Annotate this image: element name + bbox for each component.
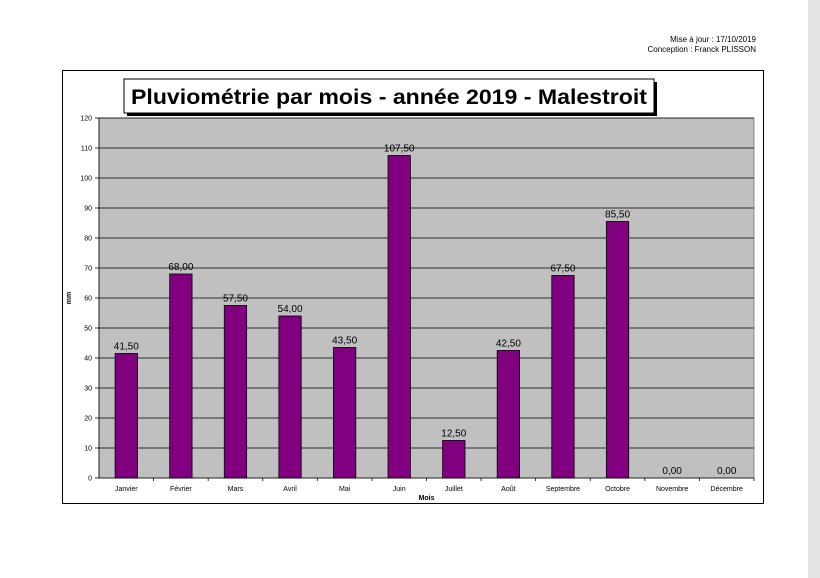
x-category-label: Décembre xyxy=(711,486,743,493)
y-tick-label: 30 xyxy=(84,386,92,393)
axes: 0 10 20 30 40 50 60 70 80 90 100 110 120 Janvier Févri… xyxy=(80,116,755,493)
value-label: 0,00 xyxy=(717,466,737,477)
bar-1 xyxy=(169,273,193,479)
y-tick-label: 70 xyxy=(84,266,92,273)
value-label: 0,00 xyxy=(662,466,682,477)
value-label: 12,50 xyxy=(441,429,466,440)
value-label: 57,50 xyxy=(223,294,248,305)
bar-5 xyxy=(387,155,411,479)
y-tick-label: 0 xyxy=(88,476,92,483)
rainfall-bar-chart: 41,50 68,00 57,50 54,00 43,50 107,50 12,50 42,5… xyxy=(66,78,755,502)
y-axis-title: mm xyxy=(66,292,73,304)
bar-6 xyxy=(442,440,466,479)
x-axis-title: Mois xyxy=(419,495,435,502)
x-category-label: Mars xyxy=(228,486,244,493)
bars xyxy=(114,155,630,479)
x-category-label: Avril xyxy=(283,486,297,493)
x-category-label: Février xyxy=(170,486,192,493)
y-tick-label: 110 xyxy=(81,146,92,153)
page-gutter xyxy=(808,0,820,578)
value-label: 107,50 xyxy=(384,144,415,155)
y-tick-label: 50 xyxy=(84,326,92,333)
bar-4 xyxy=(333,347,357,479)
value-label: 43,50 xyxy=(332,336,357,347)
y-tick-label: 80 xyxy=(84,236,92,243)
bar-3 xyxy=(278,315,302,479)
value-labels: 41,50 68,00 57,50 54,00 43,50 107,50 12,50 42,5… xyxy=(114,144,737,478)
update-date: Mise à jour : 17/10/2019 xyxy=(670,35,756,44)
x-category-label: Juillet xyxy=(445,486,463,493)
value-label: 54,00 xyxy=(278,304,303,315)
bar-7 xyxy=(496,350,520,479)
value-label: 68,00 xyxy=(168,262,193,273)
y-tick-label: 100 xyxy=(80,176,92,183)
y-tick-label: 20 xyxy=(84,416,92,423)
chart-title-box xyxy=(123,78,655,114)
x-category-label: Juin xyxy=(393,486,406,493)
bar-2 xyxy=(223,305,248,479)
y-tick-label: 60 xyxy=(84,296,92,303)
value-label: 85,50 xyxy=(605,210,630,221)
x-category-label: Octobre xyxy=(605,486,630,493)
x-category-label: Janvier xyxy=(115,486,138,493)
value-label: 41,50 xyxy=(114,342,139,353)
y-tick-label: 90 xyxy=(84,206,92,213)
x-category-label: Novembre xyxy=(656,486,688,493)
gridlines xyxy=(99,117,754,449)
value-label: 67,50 xyxy=(550,264,575,275)
update-info: Mise à jour : 17/10/2019 Conception : Fr… xyxy=(648,35,757,55)
y-tick-label: 10 xyxy=(84,446,92,453)
y-tick-label: 120 xyxy=(80,116,92,123)
chart-title: Pluviométrie par mois - année 2019 - Mal… xyxy=(131,86,647,109)
x-category-label: Septembre xyxy=(546,486,580,493)
x-category-label: Mai xyxy=(339,486,351,493)
chart-frame: 41,50 68,00 57,50 54,00 43,50 107,50 12,50 42,5… xyxy=(62,70,764,504)
bar-0 xyxy=(114,353,138,479)
author-credit: Conception : Franck PLISSON xyxy=(647,45,757,54)
bar-9 xyxy=(605,221,630,479)
x-category-label: Août xyxy=(501,486,515,493)
bar-8 xyxy=(551,275,575,479)
y-tick-label: 40 xyxy=(84,356,92,363)
value-label: 42,50 xyxy=(496,339,521,350)
